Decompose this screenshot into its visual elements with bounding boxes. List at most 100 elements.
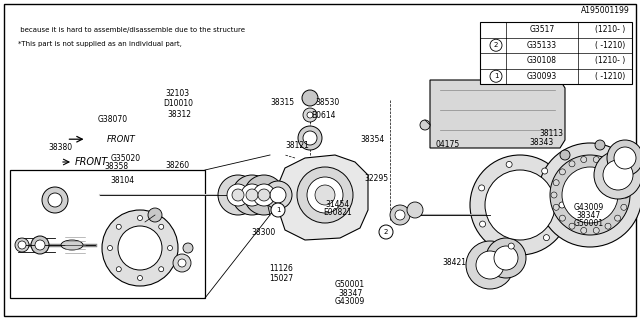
Circle shape [395, 210, 405, 220]
Text: 38530: 38530 [316, 98, 340, 107]
Text: 32103: 32103 [166, 89, 190, 98]
Circle shape [621, 180, 627, 186]
Circle shape [562, 167, 618, 223]
Circle shape [303, 131, 317, 145]
Bar [10, 170, 205, 298]
Circle shape [551, 192, 557, 198]
Circle shape [479, 221, 486, 227]
Circle shape [271, 203, 285, 217]
Bar [480, 22, 632, 84]
Text: G50001: G50001 [335, 280, 365, 289]
Text: 38121: 38121 [285, 141, 309, 150]
Circle shape [116, 267, 122, 272]
Circle shape [159, 267, 164, 272]
Circle shape [116, 224, 122, 229]
Circle shape [476, 251, 504, 279]
Circle shape [227, 184, 249, 206]
Circle shape [42, 187, 68, 213]
Text: 32295: 32295 [364, 174, 388, 183]
Circle shape [593, 228, 599, 234]
Circle shape [307, 177, 343, 213]
Circle shape [232, 175, 272, 215]
Circle shape [297, 167, 353, 223]
Circle shape [621, 204, 627, 210]
Circle shape [35, 240, 45, 250]
Circle shape [298, 126, 322, 150]
Text: (1210- ): (1210- ) [595, 25, 625, 34]
Text: 38347: 38347 [577, 211, 601, 220]
Circle shape [241, 184, 263, 206]
Circle shape [159, 224, 164, 229]
Text: G50001: G50001 [573, 220, 604, 228]
Circle shape [560, 150, 570, 160]
Circle shape [538, 143, 640, 247]
Circle shape [466, 241, 514, 289]
Text: 38347: 38347 [338, 289, 362, 298]
Text: G30093: G30093 [527, 72, 557, 81]
Text: 38113: 38113 [540, 129, 564, 138]
Circle shape [173, 254, 191, 272]
Text: A195001199: A195001199 [581, 5, 630, 14]
Circle shape [508, 243, 515, 249]
Circle shape [490, 70, 502, 82]
Text: 15027: 15027 [269, 274, 294, 283]
Circle shape [148, 208, 162, 222]
Circle shape [315, 185, 335, 205]
Text: G38070: G38070 [97, 115, 128, 124]
Circle shape [485, 170, 555, 240]
Circle shape [607, 140, 640, 176]
Circle shape [580, 228, 587, 234]
Text: 38312: 38312 [167, 110, 191, 119]
Text: 38315: 38315 [271, 98, 295, 107]
Text: 38354: 38354 [360, 135, 385, 144]
Text: G43009: G43009 [573, 203, 604, 212]
Text: FRONT: FRONT [75, 157, 108, 167]
Circle shape [138, 276, 143, 281]
Text: G43009: G43009 [335, 297, 365, 306]
Circle shape [559, 169, 565, 175]
Circle shape [15, 238, 29, 252]
Circle shape [218, 175, 258, 215]
Circle shape [118, 226, 162, 270]
Text: B0614: B0614 [312, 111, 336, 120]
Circle shape [595, 140, 605, 150]
Circle shape [605, 161, 611, 167]
Circle shape [559, 202, 565, 208]
Circle shape [614, 147, 636, 169]
Circle shape [253, 184, 275, 206]
Circle shape [543, 235, 549, 241]
Circle shape [407, 202, 423, 218]
Text: G35133: G35133 [527, 41, 557, 50]
Circle shape [541, 168, 548, 174]
Text: G35020: G35020 [110, 154, 141, 163]
Text: FRONT: FRONT [106, 135, 135, 144]
Circle shape [246, 189, 258, 201]
Circle shape [102, 210, 178, 286]
Text: E00821: E00821 [324, 208, 352, 217]
Circle shape [307, 112, 313, 118]
Text: 1: 1 [493, 73, 499, 79]
Circle shape [244, 175, 284, 215]
Circle shape [183, 243, 193, 253]
Circle shape [31, 236, 49, 254]
Circle shape [232, 189, 244, 201]
Text: 38358: 38358 [104, 162, 129, 171]
Text: G30108: G30108 [527, 56, 557, 65]
Circle shape [470, 155, 570, 255]
Circle shape [420, 120, 430, 130]
Text: 38380: 38380 [49, 143, 73, 152]
Text: 38104: 38104 [111, 176, 135, 185]
Polygon shape [278, 155, 368, 240]
Polygon shape [430, 80, 565, 148]
Circle shape [303, 108, 317, 122]
Text: 38300: 38300 [252, 228, 276, 237]
Circle shape [603, 160, 633, 190]
Circle shape [506, 161, 512, 167]
Text: because it is hard to assemble/disassemble due to the structure: because it is hard to assemble/disassemb… [18, 27, 245, 33]
Circle shape [494, 246, 518, 270]
Text: 31454: 31454 [326, 200, 350, 209]
Text: 38260: 38260 [166, 161, 190, 170]
Circle shape [379, 225, 393, 239]
Text: G3517: G3517 [529, 25, 555, 34]
Text: *This part is not supplied as an individual part,: *This part is not supplied as an individ… [18, 41, 182, 47]
